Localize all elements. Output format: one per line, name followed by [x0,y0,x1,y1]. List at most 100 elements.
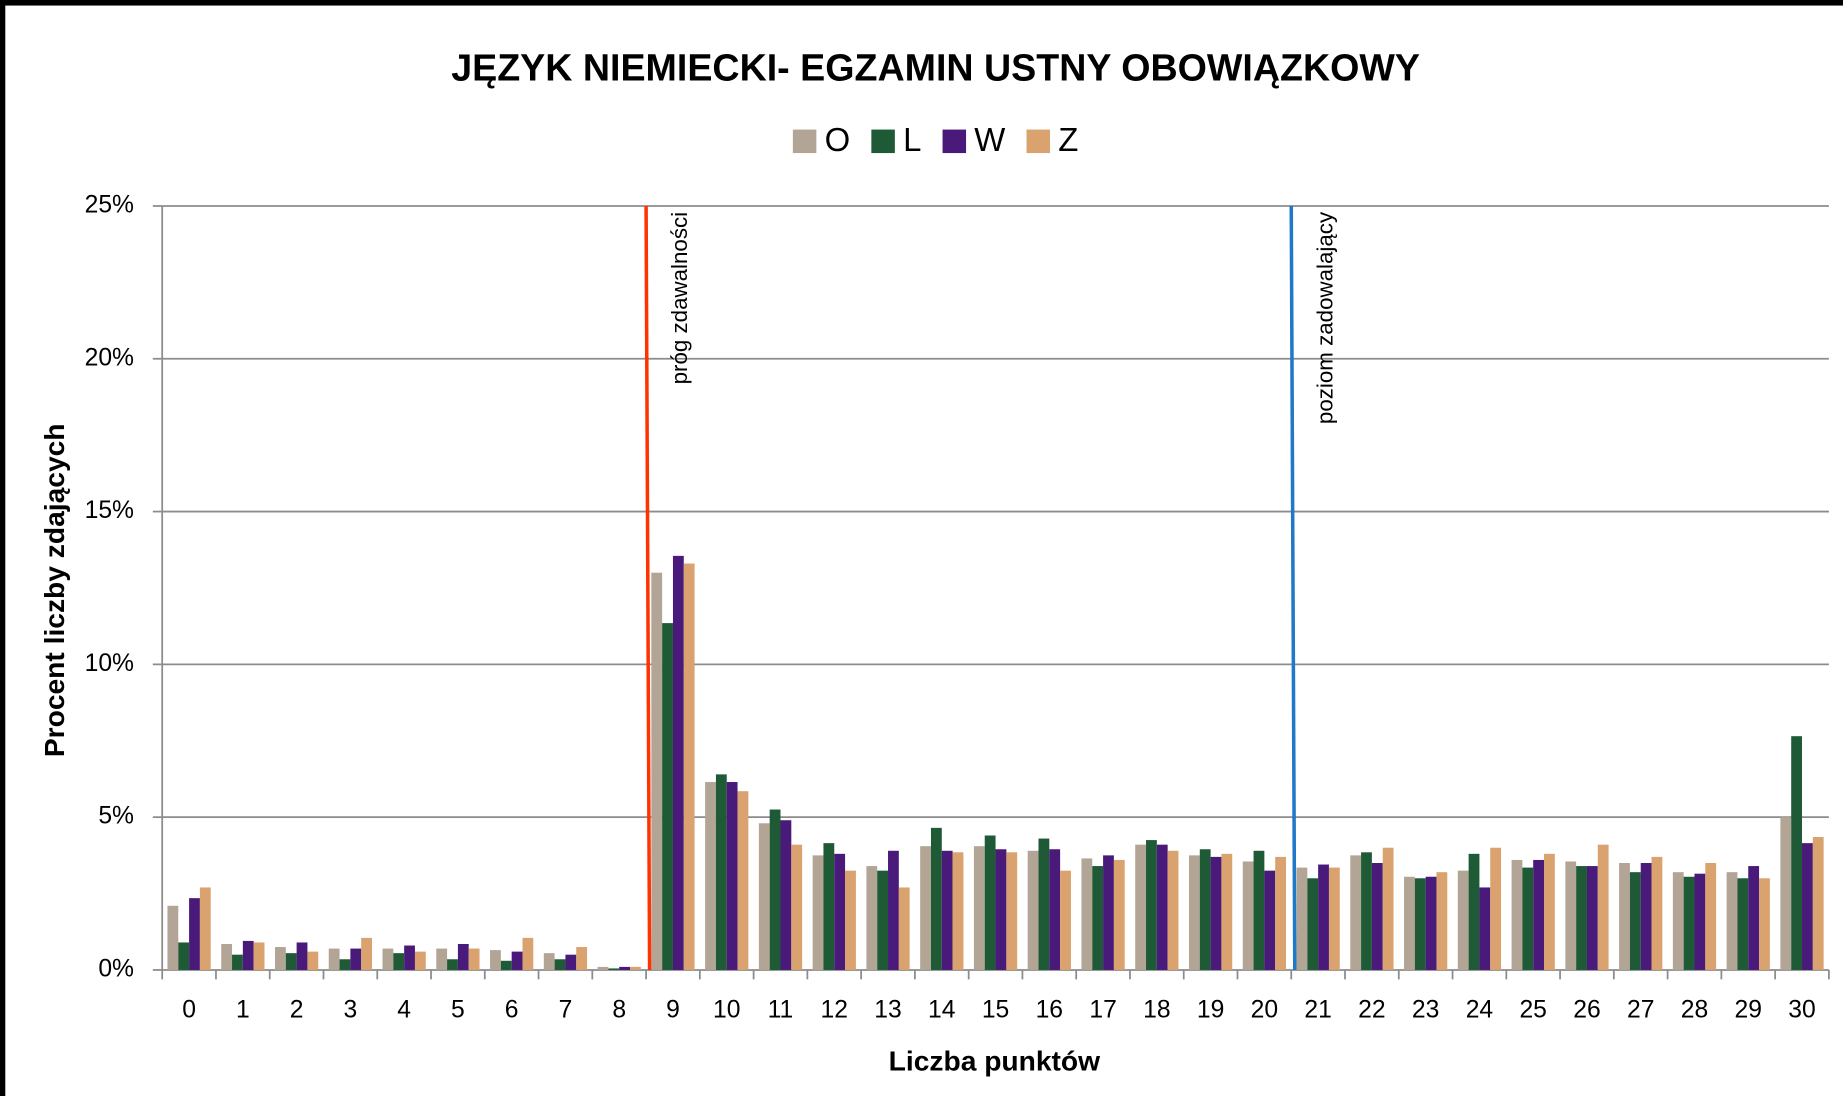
bar [1726,872,1738,970]
x-tick-label: 21 [1304,997,1331,1024]
x-tick-label: 13 [874,997,901,1024]
threshold-line [644,205,652,970]
bar [651,572,663,970]
bar [1586,866,1598,970]
x-tick-label: 24 [1466,997,1493,1024]
bar [1156,844,1168,970]
bar [769,809,781,970]
bar [436,948,448,970]
x-tick-label: 2 [290,997,304,1024]
bar [1780,817,1792,970]
bar [490,950,501,970]
bar [1812,837,1824,970]
bar [1576,866,1587,970]
bar [1027,850,1039,970]
bar [823,843,835,970]
bar [1565,861,1577,970]
x-tick-label: 30 [1788,997,1815,1024]
x-axis-label: Liczba punktów [889,1044,1100,1076]
bar [1672,872,1684,970]
bar [845,870,856,970]
bar [1404,876,1415,970]
bar [973,846,985,970]
bar [1081,858,1093,970]
bar [1146,840,1157,970]
bar [1457,870,1469,970]
bar [995,849,1007,970]
x-tick-label: 27 [1627,997,1654,1024]
bar [1544,853,1555,970]
x-tick-label: 15 [982,997,1009,1024]
x-tick-label: 1 [236,997,250,1024]
legend-swatch [871,129,895,154]
bar [1221,853,1233,970]
bar [920,846,931,970]
x-tick-label: 5 [451,997,465,1024]
bar [1629,872,1641,970]
x-tick-label: 17 [1089,997,1116,1024]
bar [1468,853,1480,970]
x-tick-label: 9 [666,997,680,1024]
x-tick-label: 26 [1573,997,1600,1024]
bar [898,887,910,970]
bar [1113,859,1125,970]
bar [1006,852,1018,970]
bar [1103,855,1114,970]
x-tick-label: 28 [1681,997,1708,1024]
bar [1167,850,1179,970]
bar [1522,867,1534,970]
bar [1705,863,1717,970]
y-tick-label: 0% [98,955,134,982]
bar [1425,876,1437,970]
bar [296,942,308,970]
bar [511,951,523,970]
bar [1802,843,1813,970]
bar [683,563,695,970]
legend-label: L [903,121,921,158]
bar [189,898,200,970]
bar [1296,867,1308,970]
x-tick-label: 19 [1197,997,1224,1024]
legend-swatch [942,129,967,154]
bar [1210,856,1222,970]
bar [1361,852,1372,970]
bar [1640,863,1652,970]
bar [468,948,480,970]
annotation: poziom zadowalający [1312,211,1337,424]
bar [597,966,609,970]
bar [457,943,469,970]
bar [285,953,297,970]
bar [1737,878,1749,970]
y-tick-label: 10% [85,650,134,677]
x-tick-label: 12 [821,997,848,1024]
bar [1533,859,1545,970]
x-tick-label: 11 [768,997,794,1024]
bar [1242,861,1254,970]
x-tick-label: 29 [1735,997,1762,1024]
bar [984,835,996,970]
bar [791,844,803,970]
bar [672,555,684,970]
bar [167,905,179,970]
x-tick-label: 7 [559,997,573,1024]
bar [554,959,566,970]
bar [1253,850,1265,970]
bar [565,954,577,970]
bar [630,966,641,970]
annotation: próg zdawalności [667,212,692,385]
bar [1436,872,1448,970]
bar [1038,838,1050,970]
bar [941,850,953,970]
bar [834,853,846,970]
bar [178,942,190,970]
bar [1199,849,1211,970]
x-tick-label: 20 [1251,997,1278,1024]
bar [1188,855,1200,970]
bar [1479,887,1491,970]
x-tick-label: 16 [1036,997,1063,1024]
bar [1414,878,1426,970]
bar [1307,878,1319,970]
bar [1275,856,1286,970]
chart-title: JĘZYK NIEMIECKI- EGZAMIN USTNY OBOWIĄZKO… [451,47,1420,89]
x-tick-label: 8 [612,997,626,1024]
